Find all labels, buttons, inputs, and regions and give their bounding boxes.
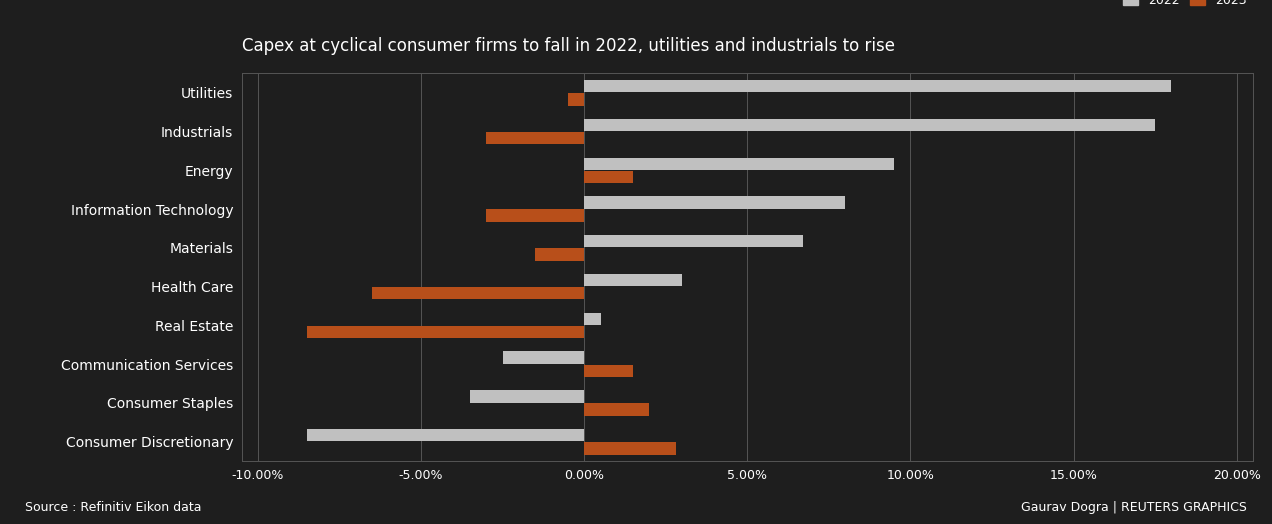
Bar bbox=[584, 274, 682, 286]
Bar bbox=[584, 171, 633, 183]
Bar bbox=[584, 80, 1172, 92]
Bar bbox=[584, 158, 894, 170]
Bar bbox=[584, 403, 650, 416]
Bar bbox=[584, 442, 675, 454]
Bar bbox=[373, 287, 584, 299]
Bar bbox=[584, 313, 600, 325]
Bar bbox=[486, 132, 584, 144]
Bar bbox=[471, 390, 584, 402]
Bar bbox=[307, 429, 584, 441]
Bar bbox=[584, 119, 1155, 131]
Text: Source : Refinitiv Eikon data: Source : Refinitiv Eikon data bbox=[25, 500, 202, 514]
Bar bbox=[567, 93, 584, 105]
Legend: 2022, 2023: 2022, 2023 bbox=[1123, 0, 1247, 7]
Bar bbox=[584, 235, 803, 247]
Bar bbox=[584, 196, 845, 209]
Bar bbox=[486, 210, 584, 222]
Text: Gaurav Dogra | REUTERS GRAPHICS: Gaurav Dogra | REUTERS GRAPHICS bbox=[1020, 500, 1247, 514]
Bar bbox=[307, 326, 584, 338]
Bar bbox=[584, 365, 633, 377]
Text: Capex at cyclical consumer firms to fall in 2022, utilities and industrials to r: Capex at cyclical consumer firms to fall… bbox=[242, 37, 894, 54]
Bar bbox=[502, 352, 584, 364]
Bar bbox=[536, 248, 584, 260]
